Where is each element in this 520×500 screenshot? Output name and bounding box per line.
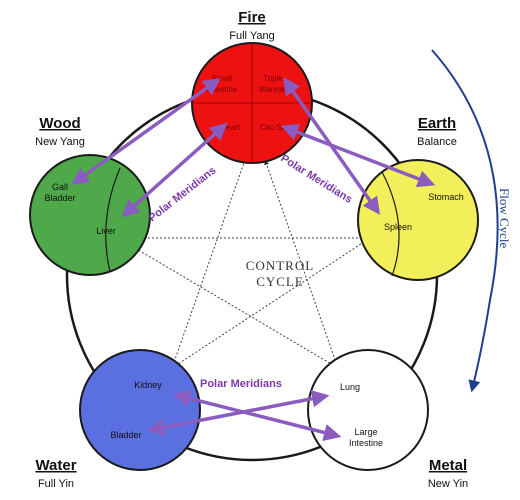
organ-small-intestine-text: Small Intestine — [207, 74, 238, 94]
control-cycle-star — [116, 158, 372, 370]
water-circle — [79, 349, 201, 471]
water-subtitle: Full Yin — [38, 478, 74, 490]
organ-stomach: Stomach — [428, 192, 464, 202]
organ-spleen: Spleen — [384, 222, 412, 232]
metal-subtitle: New Yin — [428, 478, 468, 490]
flow-cycle-arrow — [431, 49, 499, 393]
polar-meridian-arrows — [71, 77, 436, 442]
flow-cycle-label: Flow Cycle — [497, 188, 512, 249]
organ-circ-sex: Circ-Sex — [260, 123, 291, 132]
organ-heart: Heart — [220, 123, 240, 132]
organ-gall-bladder: Gall Bladder — [44, 182, 75, 203]
control-cycle-label: CONTROL CYCLE — [246, 258, 314, 289]
wood-subtitle: New Yang — [35, 136, 85, 148]
fire-subtitle: Full Yang — [229, 30, 274, 42]
polar-label-wood-fire: Polar Meridians — [146, 164, 218, 224]
wood-title: Wood — [39, 115, 80, 132]
organ-triple-warmer-text: Triple Warmer — [259, 74, 287, 94]
metal-circle — [307, 349, 429, 471]
fire-title: Fire — [238, 9, 266, 26]
metal-title: Metal — [429, 457, 467, 474]
organ-large-intestine: Large Intestine — [349, 427, 383, 448]
earth-title: Earth — [418, 115, 456, 132]
organ-bladder: Bladder — [110, 430, 141, 440]
organ-kidney: Kidney — [134, 380, 162, 390]
earth-subtitle: Balance — [417, 136, 457, 148]
polar-label-water-metal: Polar Meridians — [200, 378, 282, 390]
water-title: Water — [35, 457, 76, 474]
organ-lung: Lung — [340, 382, 360, 392]
organ-liver: Liver — [96, 226, 116, 236]
